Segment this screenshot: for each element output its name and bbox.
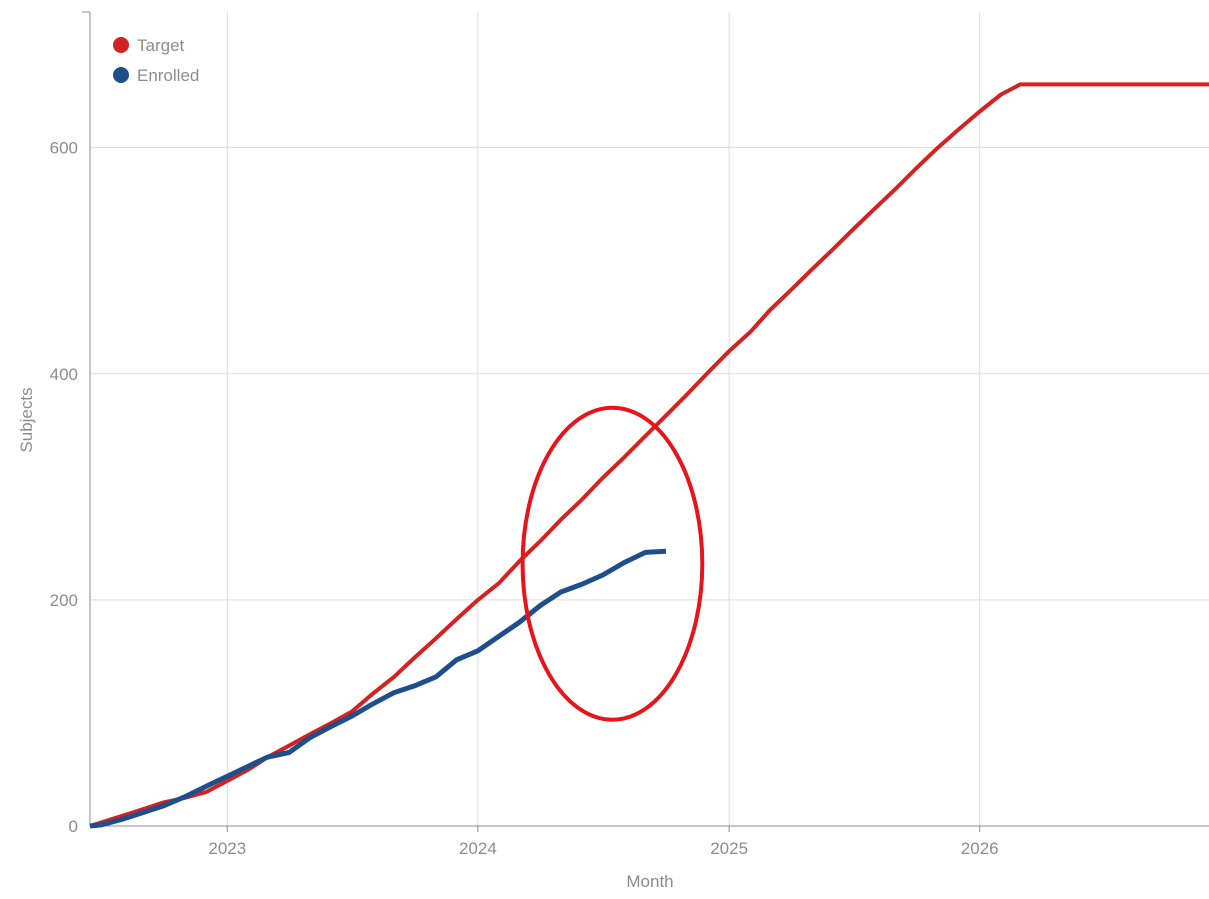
series-line-target <box>89 82 1209 828</box>
x-tick-label: 2025 <box>710 839 748 858</box>
legend-label-enrolled: Enrolled <box>137 66 199 85</box>
axes <box>82 11 1209 832</box>
x-tick-label: 2023 <box>208 839 246 858</box>
legend-marker-target <box>113 37 129 53</box>
y-tick-label: 400 <box>50 365 78 384</box>
tick-labels: 0 200 400 600 2023 2024 2025 2026 <box>50 139 999 858</box>
grid-lines <box>90 12 1209 826</box>
x-tick-label: 2026 <box>961 839 999 858</box>
annotations <box>520 405 705 722</box>
y-tick-label: 0 <box>69 817 78 836</box>
legend-label-target: Target <box>137 36 185 55</box>
highlight-circle <box>520 405 705 722</box>
legend-marker-enrolled <box>113 67 129 83</box>
x-axis-title: Month <box>626 872 673 891</box>
series-lines <box>89 82 1209 829</box>
y-tick-label: 600 <box>50 139 78 158</box>
legend: Target Enrolled <box>113 36 199 85</box>
y-axis-title: Subjects <box>17 387 36 452</box>
y-tick-label: 200 <box>50 591 78 610</box>
series-line-enrolled <box>89 548 667 829</box>
x-tick-label: 2024 <box>459 839 497 858</box>
